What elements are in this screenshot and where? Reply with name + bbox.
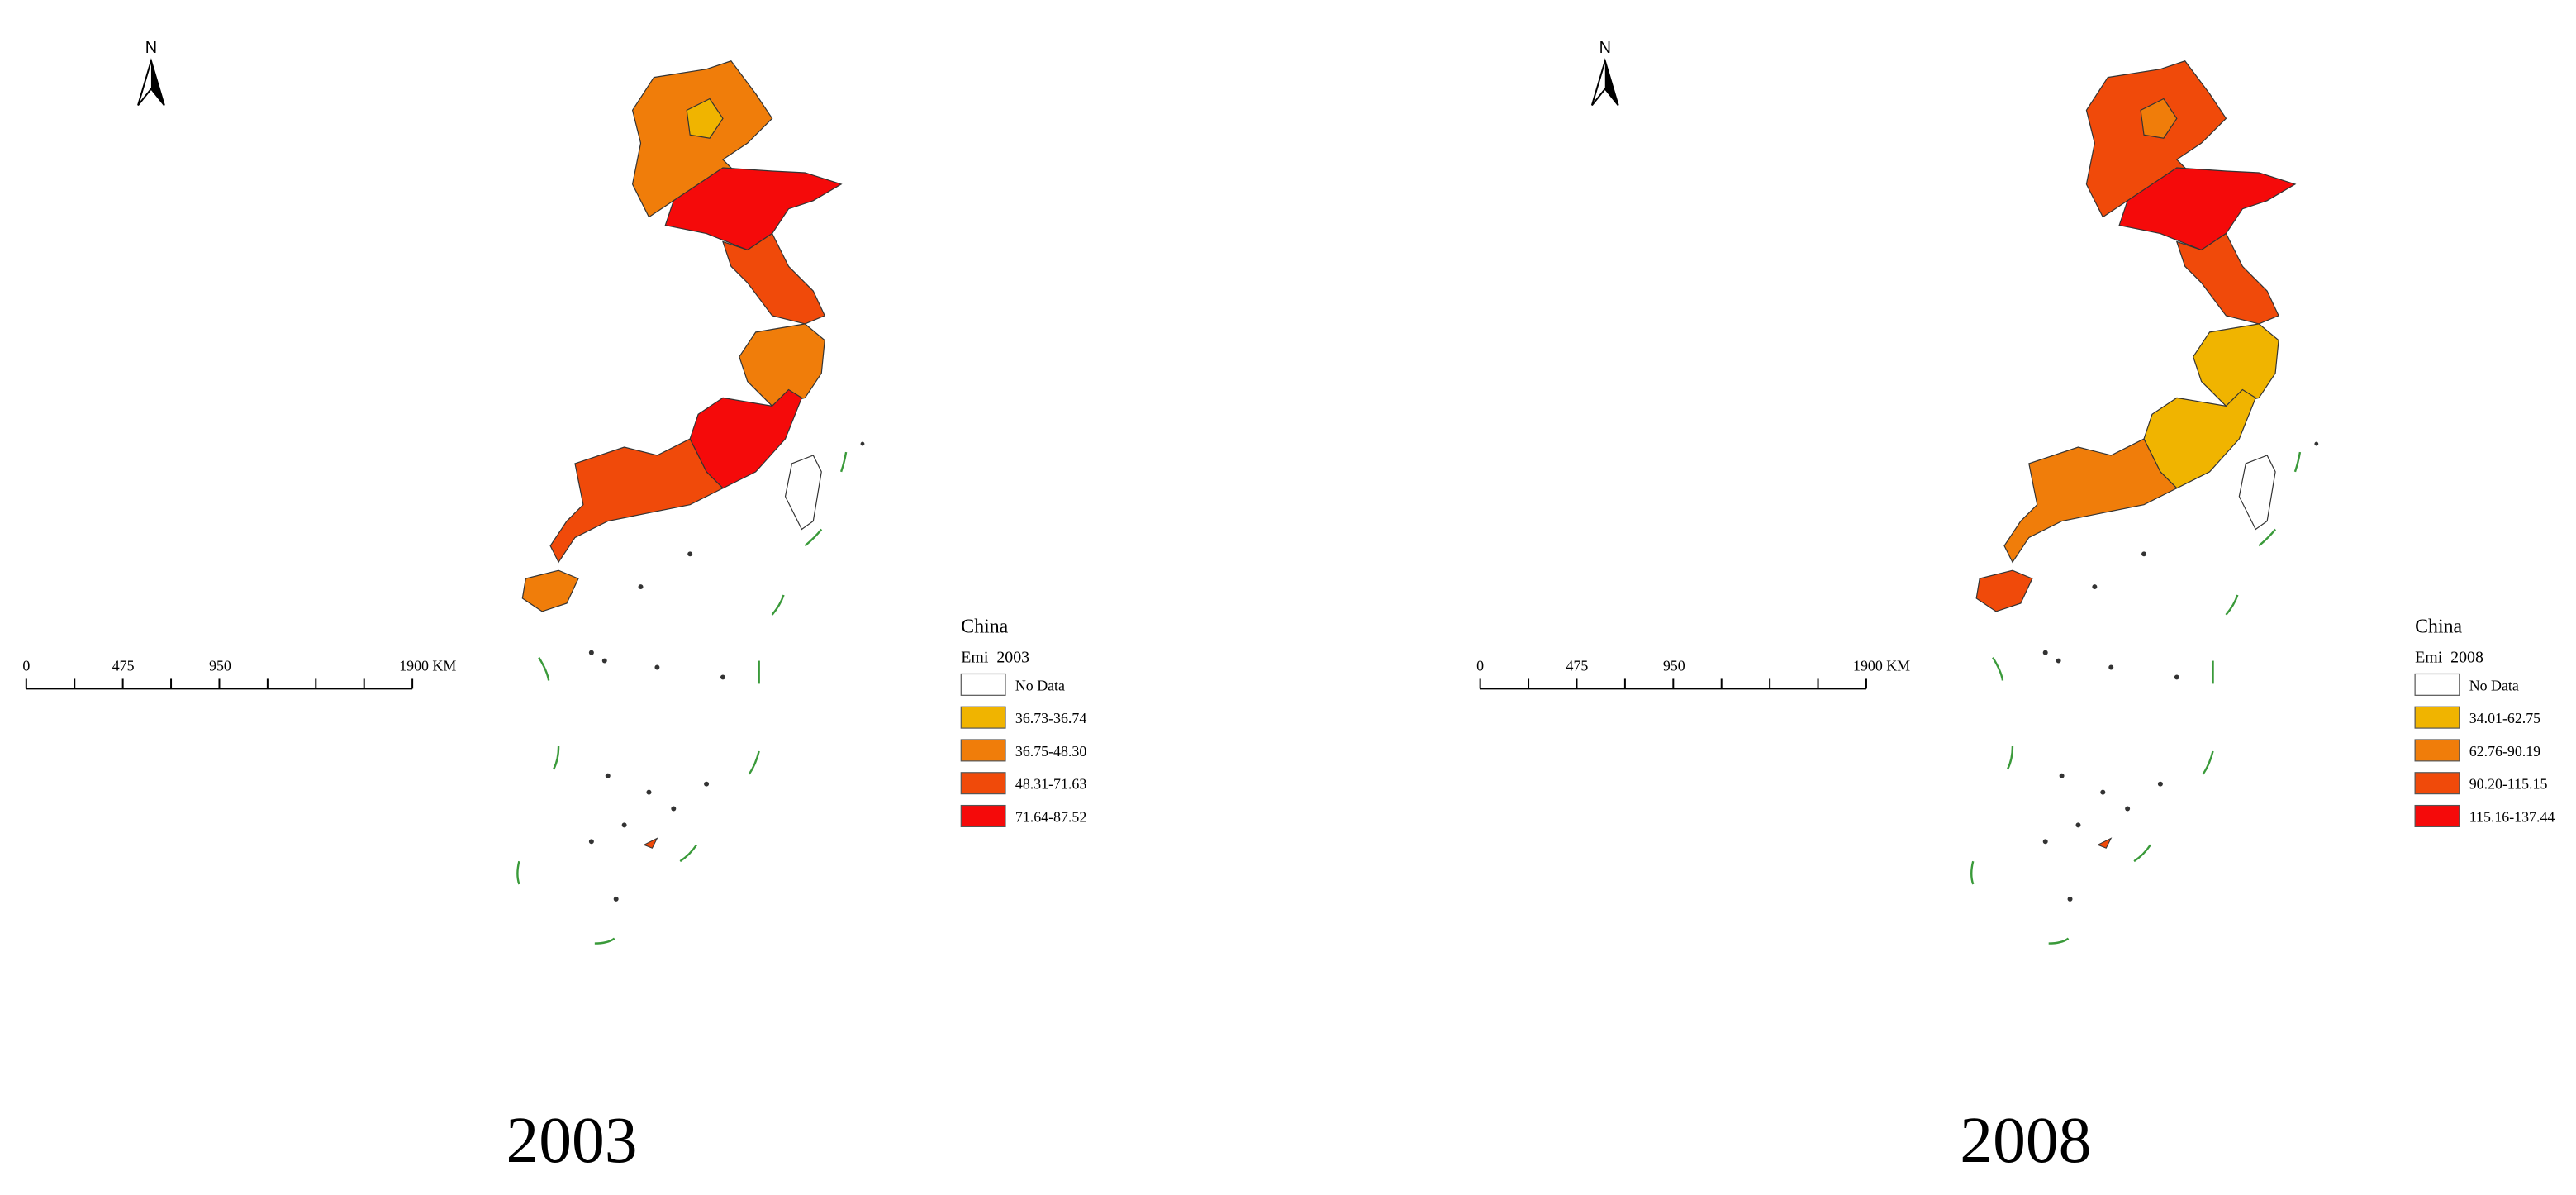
- legend-field: Emi_2008: [2415, 649, 2483, 667]
- scale-label: 1900 KM: [1853, 657, 1910, 674]
- legend-label: 36.75-48.30: [1015, 743, 1086, 759]
- province: [2118, 167, 2297, 251]
- province: [2140, 98, 2178, 139]
- legend-swatch: [960, 739, 1006, 762]
- map-2008: [1970, 60, 2320, 945]
- north-arrow-half: [150, 60, 164, 106]
- legend-swatch: [960, 673, 1006, 696]
- legend-label: 71.64-87.52: [1015, 808, 1086, 825]
- legend-label: 90.20-115.15: [2469, 776, 2548, 793]
- legend-swatch: [2414, 673, 2460, 696]
- legend-swatch: [960, 772, 1006, 795]
- legend-swatch: [2414, 706, 2460, 729]
- scale-label: 1900 KM: [399, 657, 456, 674]
- north-label: N: [1599, 39, 1611, 57]
- legend-field: Emi_2003: [961, 649, 1029, 667]
- province: [549, 438, 724, 564]
- legend-label: 115.16-137.44: [2469, 808, 2555, 825]
- scale-label: 950: [209, 657, 231, 674]
- scale-label: 0: [1476, 657, 1484, 674]
- province: [2193, 323, 2279, 407]
- province: [689, 388, 803, 489]
- caption: 2003: [506, 1104, 637, 1177]
- province: [2175, 232, 2279, 325]
- legend-label: No Data: [1015, 677, 1065, 693]
- caption: 2008: [1960, 1104, 2091, 1177]
- legend-label: 36.73-36.74: [1015, 710, 1086, 726]
- province: [2003, 438, 2178, 564]
- north-arrow-half: [1604, 60, 1618, 106]
- legend-label: 62.76-90.19: [2469, 743, 2540, 759]
- legend-title: China: [961, 617, 1008, 638]
- scale-label: 475: [112, 657, 135, 674]
- panel: N 0 475 950 1900 KM China Emi_2008 No Data 34.01…: [1476, 39, 2555, 1177]
- scale-label: 0: [22, 657, 30, 674]
- province: [722, 232, 826, 325]
- province: [521, 569, 579, 612]
- legend-label: 48.31-71.63: [1015, 776, 1086, 793]
- province: [1975, 569, 2033, 612]
- scale-label: 475: [1566, 657, 1589, 674]
- legend-swatch: [960, 804, 1006, 827]
- map-2003: [516, 60, 866, 945]
- legend-swatch: [2414, 772, 2460, 795]
- north-label: N: [145, 39, 157, 57]
- legend-title: China: [2415, 617, 2462, 638]
- province: [664, 167, 843, 251]
- legend-swatch: [960, 706, 1006, 729]
- province: [686, 98, 724, 139]
- panel: N 0 475 950 1900 KM China Emi_2003 No Data 36.73…: [22, 39, 1086, 1177]
- legend-swatch: [2414, 804, 2460, 827]
- province: [2143, 388, 2256, 489]
- legend-label: 34.01-62.75: [2469, 710, 2540, 726]
- scale-label: 950: [1663, 657, 1685, 674]
- province: [739, 323, 825, 407]
- legend-label: No Data: [2469, 677, 2519, 693]
- legend-swatch: [2414, 739, 2460, 762]
- province: [784, 455, 822, 531]
- province: [2238, 455, 2276, 531]
